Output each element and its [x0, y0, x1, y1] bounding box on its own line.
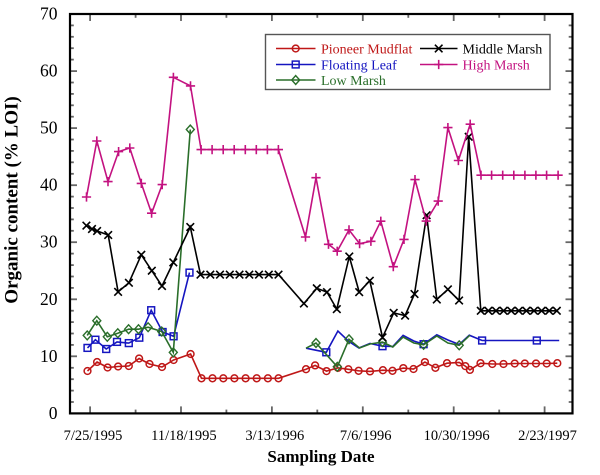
- svg-text:30: 30: [40, 232, 58, 252]
- svg-text:Floating Leaf: Floating Leaf: [321, 59, 397, 74]
- svg-text:Low Marsh: Low Marsh: [321, 74, 386, 89]
- svg-text:Middle Marsh: Middle Marsh: [463, 43, 543, 58]
- svg-text:70: 70: [40, 4, 58, 24]
- svg-text:10: 10: [40, 346, 58, 366]
- svg-text:40: 40: [40, 175, 58, 195]
- svg-text:20: 20: [40, 289, 58, 309]
- svg-text:7/25/1995: 7/25/1995: [64, 428, 123, 444]
- svg-text:High Marsh: High Marsh: [463, 59, 530, 74]
- svg-text:Pioneer Mudflat: Pioneer Mudflat: [321, 43, 412, 58]
- svg-text:0: 0: [49, 403, 58, 423]
- svg-text:7/6/1996: 7/6/1996: [340, 428, 392, 444]
- svg-text:10/30/1996: 10/30/1996: [424, 428, 490, 444]
- svg-text:3/13/1996: 3/13/1996: [245, 428, 304, 444]
- svg-text:Sampling Date: Sampling Date: [267, 447, 375, 466]
- svg-text:60: 60: [40, 61, 58, 81]
- svg-text:50: 50: [40, 118, 58, 138]
- svg-text:11/18/1995: 11/18/1995: [151, 428, 217, 444]
- svg-text:2/23/1997: 2/23/1997: [518, 428, 577, 444]
- svg-text:Organic content (% LOI): Organic content (% LOI): [2, 96, 23, 303]
